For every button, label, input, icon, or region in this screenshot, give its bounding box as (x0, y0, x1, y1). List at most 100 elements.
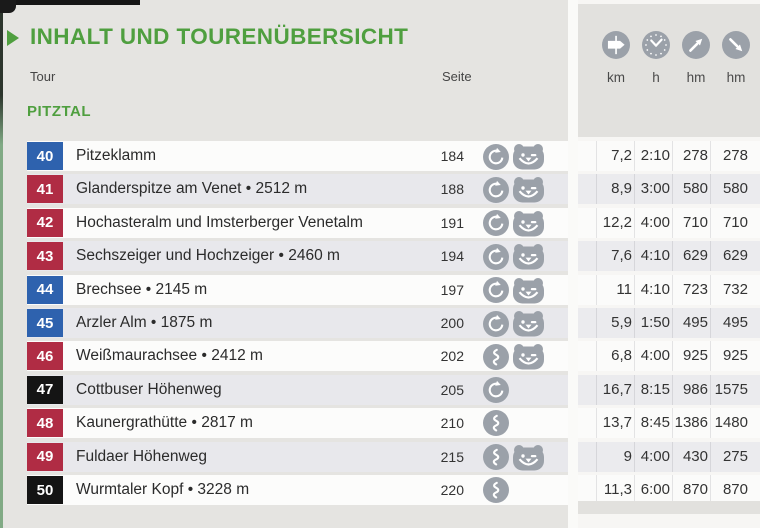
tour-icons (483, 277, 545, 304)
stat-descent: 275 (710, 441, 750, 472)
tour-number-badge: 41 (27, 175, 63, 204)
tour-icons (483, 310, 545, 337)
bear-icon (513, 277, 544, 304)
column-divider (568, 0, 578, 528)
page-title: INHALT UND TOURENÜBERSICHT (30, 24, 409, 49)
stat-row: 9 4:00 430 275 (578, 441, 760, 472)
stat-row: 7,6 4:10 629 629 (578, 241, 760, 272)
tour-number-badge: 45 (27, 309, 63, 337)
tour-number-badge: 49 (27, 442, 63, 471)
tour-row: 42 Hochasteralm und Imsterberger Venetal… (27, 207, 568, 238)
stat-column-label: hm (726, 70, 746, 85)
stat-ascent: 925 (672, 341, 710, 372)
stat-km: 11 (596, 274, 634, 305)
tour-row: 46 Weißmaurachsee • 2412 m 202 (27, 341, 568, 372)
stat-descent: 278 (710, 141, 750, 171)
bear-icon (513, 244, 544, 270)
scan-artifact-corner (0, 0, 16, 13)
stat-duration: 8:15 (634, 374, 672, 405)
circuit-route-icon (483, 176, 509, 203)
stat-ascent: 723 (672, 274, 710, 305)
tour-name: Wurmtaler Kopf • 3228 m (76, 481, 250, 498)
stat-row: 11 4:10 723 732 (578, 274, 760, 305)
tour-row: 50 Wurmtaler Kopf • 3228 m 220 (27, 475, 568, 505)
stat-km: 13,7 (596, 408, 634, 439)
tour-rows: 40 Pitzeklamm 184 41 Glanderspitze am Ve… (0, 141, 568, 511)
tour-page-number: 200 (440, 315, 464, 331)
stat-ascent: 629 (672, 241, 710, 272)
tour-row: 44 Brechsee • 2145 m 197 (27, 274, 568, 305)
tour-name: Weißmaurachsee • 2412 m (76, 347, 263, 365)
scan-artifact-left-edge (0, 5, 3, 528)
stat-ascent: 1386 (672, 408, 710, 439)
region-heading: PITZTAL (27, 103, 92, 120)
tour-name: Arzler Alm • 1875 m (76, 314, 213, 331)
stat-duration: 4:00 (634, 441, 672, 472)
tour-name: Sechszeiger und Hochzeiger • 2460 m (76, 247, 340, 265)
page-column-header: Seite (442, 69, 472, 84)
stat-row: 16,7 8:15 986 1575 (578, 374, 760, 405)
stat-column-label: hm (686, 70, 706, 85)
tour-number-badge: 46 (27, 342, 63, 371)
stat-ascent: 870 (672, 475, 710, 505)
tour-number-badge: 40 (27, 142, 63, 170)
stat-column-label: km (607, 70, 625, 85)
stat-duration: 8:45 (634, 408, 672, 439)
stat-ascent: 986 (672, 374, 710, 405)
stat-row: 11,3 6:00 870 870 (578, 475, 760, 505)
section-arrow-icon (7, 30, 19, 46)
bear-icon (513, 444, 544, 471)
trail-route-icon (483, 444, 509, 471)
tour-column-header: Tour (30, 69, 56, 84)
stat-duration: 4:10 (634, 274, 672, 305)
stat-column-header: km (596, 31, 636, 85)
bear-icon (513, 210, 544, 237)
stat-duration: 6:00 (634, 475, 672, 505)
tour-number-badge: 43 (27, 242, 63, 271)
stat-duration: 1:50 (634, 308, 672, 338)
tour-page-number: 205 (440, 381, 464, 398)
stat-descent: 870 (710, 475, 750, 505)
circuit-route-icon (483, 143, 509, 170)
tour-page-number: 184 (440, 148, 464, 164)
stats-panel-footer (578, 501, 760, 514)
tour-page-number: 220 (440, 482, 464, 498)
stat-descent: 1480 (710, 408, 750, 439)
tour-icons (483, 410, 509, 437)
stat-km: 8,9 (596, 174, 634, 205)
stat-icon-slot (682, 31, 710, 64)
tour-icons (483, 176, 545, 203)
bear-icon (513, 177, 544, 203)
stat-descent: 710 (710, 207, 750, 238)
stat-descent: 495 (710, 308, 750, 338)
trail-route-icon (483, 410, 509, 437)
stat-ascent: 430 (672, 441, 710, 472)
stat-km: 16,7 (596, 374, 634, 405)
stat-descent: 1575 (710, 374, 750, 405)
stats-panel: km h hm hm 7,2 2:10 278 278 8,9 (578, 0, 760, 528)
stat-icon-slot (642, 31, 670, 64)
stat-duration: 4:10 (634, 241, 672, 272)
stats-panel-header: km h hm hm (578, 4, 760, 137)
stat-icon-slot (722, 31, 750, 64)
stat-row: 6,8 4:00 925 925 (578, 341, 760, 372)
tour-name: Glanderspitze am Venet • 2512 m (76, 180, 308, 198)
stat-column-header: hm (716, 31, 756, 85)
tour-icons (483, 210, 545, 237)
signpost-icon (602, 31, 630, 59)
stat-row: 8,9 3:00 580 580 (578, 174, 760, 205)
stat-km: 5,9 (596, 308, 634, 338)
scan-artifact-top-edge (0, 0, 140, 5)
tour-icons (483, 477, 509, 503)
stat-km: 12,2 (596, 207, 634, 238)
stat-ascent: 710 (672, 207, 710, 238)
stat-column-header: h (636, 31, 676, 85)
clock-icon (642, 31, 670, 59)
stat-km: 6,8 (596, 341, 634, 372)
bear-icon (513, 144, 544, 170)
bear-icon (513, 311, 544, 337)
stat-descent: 925 (710, 341, 750, 372)
stat-km: 7,6 (596, 241, 634, 272)
tour-page-number: 210 (440, 415, 464, 432)
